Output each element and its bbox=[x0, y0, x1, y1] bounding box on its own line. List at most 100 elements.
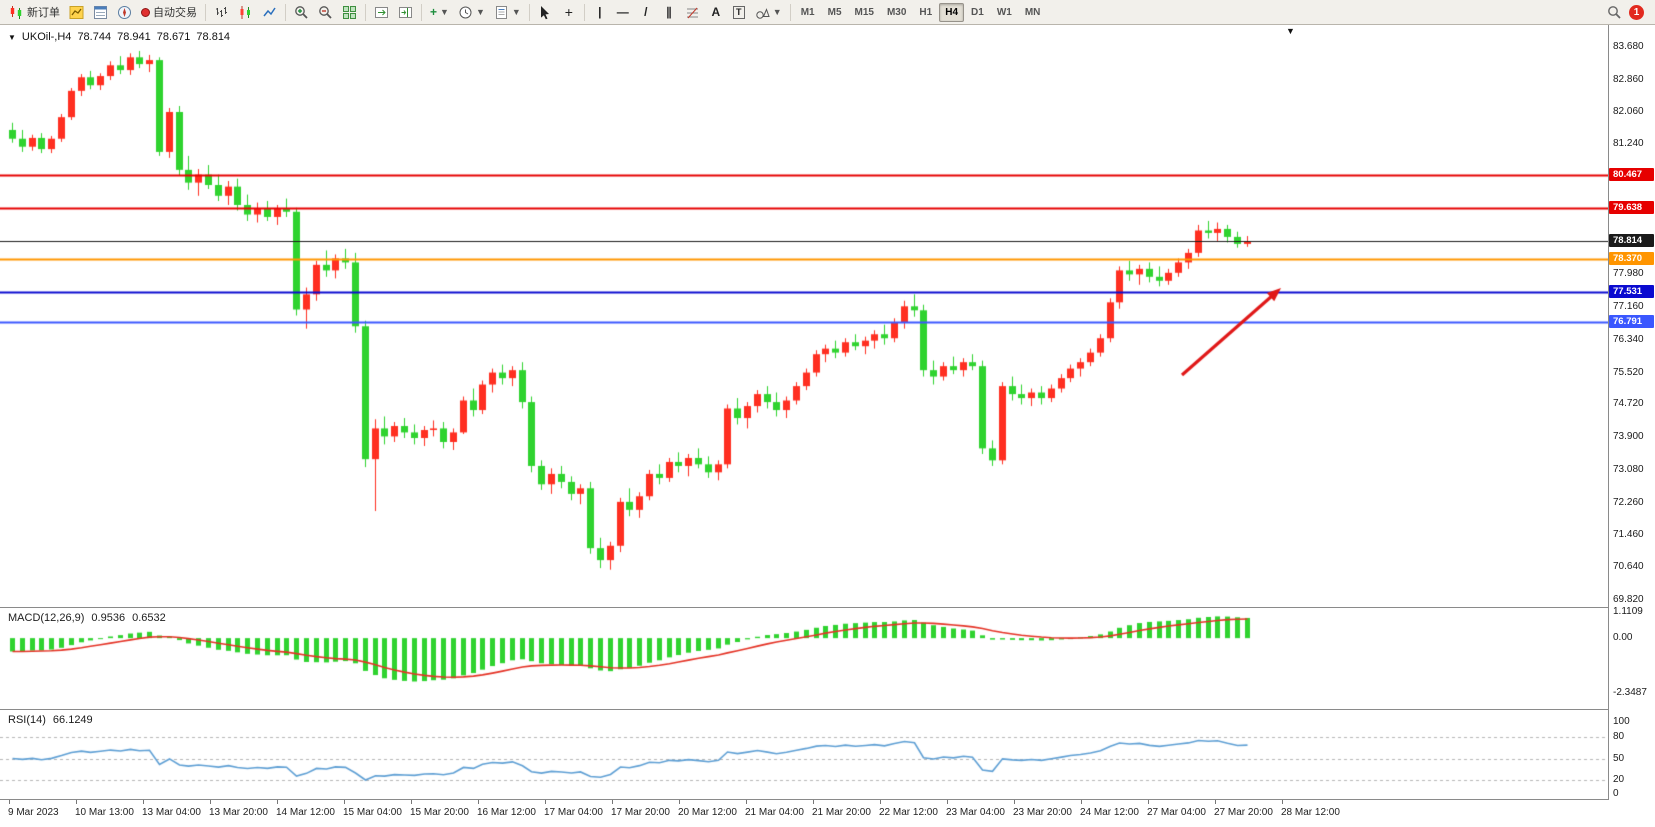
time-label: 16 Mar 12:00 bbox=[477, 807, 536, 818]
auto-scroll-button[interactable] bbox=[370, 2, 393, 23]
timeframe-button-h4[interactable]: H4 bbox=[939, 2, 965, 22]
price-tick-label: 77.160 bbox=[1613, 301, 1644, 313]
price-level-badge: 76.791 bbox=[1609, 314, 1654, 328]
timeframe-button-mn[interactable]: MN bbox=[1024, 6, 1041, 18]
search-button[interactable] bbox=[1603, 2, 1626, 23]
chart-shift-marker-icon[interactable]: ▼ bbox=[1286, 26, 1295, 36]
toolbar-separator bbox=[789, 3, 791, 21]
channel-icon: ∥ bbox=[665, 5, 672, 19]
data-window-button[interactable] bbox=[89, 2, 112, 23]
macd-axis-label: -2.3487 bbox=[1613, 686, 1647, 698]
rsi-axis-label: 80 bbox=[1613, 730, 1625, 742]
shapes-button[interactable]: ▼ bbox=[751, 2, 786, 23]
chevron-down-icon: ▼ bbox=[772, 6, 782, 17]
shapes-icon bbox=[755, 5, 770, 20]
templates-button[interactable]: ▼ bbox=[490, 2, 525, 23]
time-tick bbox=[1282, 800, 1283, 804]
time-label: 15 Mar 04:00 bbox=[343, 807, 402, 818]
time-tick bbox=[9, 800, 10, 804]
vertical-line-button[interactable]: | bbox=[589, 2, 611, 23]
auto-trading-button[interactable]: 自动交易 bbox=[137, 2, 201, 23]
trendline-button[interactable]: / bbox=[635, 2, 657, 23]
channel-button[interactable]: ∥ bbox=[658, 2, 680, 23]
text-button[interactable]: A bbox=[705, 2, 727, 23]
line-chart-button[interactable] bbox=[258, 2, 281, 23]
time-label: 17 Mar 04:00 bbox=[544, 807, 603, 818]
timeframe-button-m5[interactable]: M5 bbox=[827, 6, 842, 18]
time-tick bbox=[76, 800, 77, 804]
time-tick bbox=[411, 800, 412, 804]
macd-axis[interactable]: 1.1109 0.00 -2.3487 bbox=[1609, 606, 1655, 710]
zoom-out-button[interactable] bbox=[314, 2, 337, 23]
toolbar-separator bbox=[365, 3, 366, 21]
cursor-button[interactable] bbox=[534, 2, 557, 23]
time-label: 13 Mar 20:00 bbox=[209, 807, 268, 818]
time-label: 27 Mar 20:00 bbox=[1214, 807, 1273, 818]
time-tick bbox=[947, 800, 948, 804]
chart-title: ▼ UKOil-,H4 78.744 78.941 78.671 78.814 bbox=[8, 31, 230, 43]
time-tick bbox=[277, 800, 278, 804]
text-icon: A bbox=[711, 5, 721, 19]
fibonacci-icon bbox=[685, 5, 700, 20]
price-chart-canvas[interactable] bbox=[0, 25, 1608, 608]
ohlc-low: 78.671 bbox=[156, 31, 191, 43]
rsi-axis-label: 100 bbox=[1613, 716, 1630, 727]
time-tick bbox=[1081, 800, 1082, 804]
navigator-button[interactable] bbox=[113, 2, 136, 23]
rsi-axis-label: 20 bbox=[1613, 774, 1625, 786]
time-tick bbox=[679, 800, 680, 804]
horizontal-line-icon: — bbox=[616, 5, 629, 19]
time-label: 23 Mar 04:00 bbox=[946, 807, 1005, 818]
macd-signal-value: 0.6532 bbox=[132, 612, 166, 624]
macd-axis-label: 0.00 bbox=[1613, 632, 1633, 644]
toolbar-separator bbox=[583, 3, 585, 21]
timeframe-button-d1[interactable]: D1 bbox=[971, 6, 984, 18]
chart-shift-button[interactable] bbox=[394, 2, 417, 23]
price-axis[interactable]: 83.680 82.860 82.060 81.240 77.980 77.160 76.3… bbox=[1609, 25, 1655, 608]
price-level-badge: 80.467 bbox=[1609, 168, 1654, 182]
rsi-axis-label: 50 bbox=[1613, 752, 1625, 764]
rsi-label: RSI(14) 66.1249 bbox=[8, 714, 93, 726]
rsi-axis[interactable]: 100 80 50 20 0 bbox=[1609, 710, 1655, 800]
timeframe-button-w1[interactable]: W1 bbox=[996, 6, 1012, 18]
rsi-indicator-canvas[interactable] bbox=[0, 710, 1608, 800]
toolbar-separator bbox=[421, 3, 422, 21]
macd-main-value: 0.9536 bbox=[91, 612, 126, 624]
market-watch-button[interactable] bbox=[65, 2, 88, 23]
macd-name: MACD(12,26,9) bbox=[8, 612, 85, 624]
navigator-icon bbox=[117, 5, 132, 20]
timeframe-button-h1[interactable]: H1 bbox=[919, 6, 933, 18]
new-order-label: 新订单 bbox=[27, 7, 60, 19]
timeframe-button-m1[interactable]: M1 bbox=[800, 6, 815, 18]
chevron-down-icon: ▼ bbox=[440, 6, 449, 17]
timeframe-button-m30[interactable]: M30 bbox=[886, 6, 907, 18]
fibonacci-button[interactable] bbox=[681, 2, 704, 23]
zoom-in-icon bbox=[294, 5, 309, 20]
candlestick-chart-button[interactable] bbox=[234, 2, 257, 23]
toolbar-separator bbox=[528, 3, 530, 21]
text-label-icon: T bbox=[733, 5, 745, 19]
price-tick-label: 83.680 bbox=[1613, 40, 1644, 52]
periods-button[interactable]: ▼ bbox=[454, 2, 489, 23]
text-label-button[interactable]: T bbox=[728, 2, 750, 23]
time-label: 9 Mar 2023 bbox=[8, 807, 59, 818]
timeframe-button-m15[interactable]: M15 bbox=[854, 6, 874, 18]
crosshair-button[interactable]: + bbox=[558, 2, 580, 23]
indicators-button[interactable]: + ▼ bbox=[426, 2, 453, 23]
notifications-badge[interactable]: 1 bbox=[1629, 4, 1644, 20]
zoom-in-button[interactable] bbox=[290, 2, 313, 23]
time-tick bbox=[813, 800, 814, 804]
rsi-axis-label: 0 bbox=[1613, 788, 1619, 799]
time-axis[interactable]: 9 Mar 2023 10 Mar 13:00 13 Mar 04:00 13 Mar… bbox=[0, 800, 1655, 827]
tile-windows-button[interactable] bbox=[338, 2, 361, 23]
time-tick bbox=[210, 800, 211, 804]
macd-indicator-canvas[interactable] bbox=[0, 608, 1608, 710]
price-level-badge: 77.531 bbox=[1609, 285, 1654, 299]
ohlc-close: 78.814 bbox=[196, 31, 231, 43]
bar-chart-button[interactable] bbox=[210, 2, 233, 23]
time-label: 10 Mar 13:00 bbox=[75, 807, 134, 818]
new-order-button[interactable]: 新订单 bbox=[5, 2, 64, 23]
price-level-badge: 78.370 bbox=[1609, 251, 1654, 265]
symbol-period-label: UKOil-,H4 bbox=[21, 31, 72, 43]
horizontal-line-button[interactable]: — bbox=[612, 2, 634, 23]
